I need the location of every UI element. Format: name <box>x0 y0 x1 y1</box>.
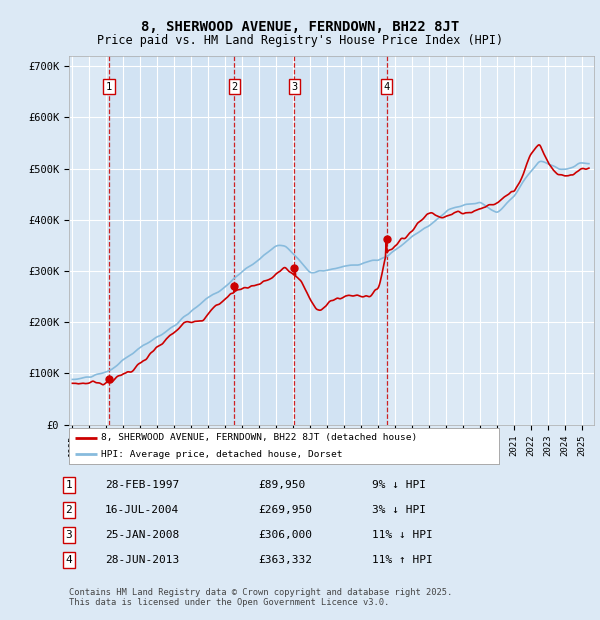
Text: 25-JAN-2008: 25-JAN-2008 <box>105 530 179 540</box>
Text: 3: 3 <box>292 82 298 92</box>
Text: 2: 2 <box>232 82 238 92</box>
Text: 9% ↓ HPI: 9% ↓ HPI <box>372 480 426 490</box>
Text: 16-JUL-2004: 16-JUL-2004 <box>105 505 179 515</box>
Text: 4: 4 <box>383 82 389 92</box>
Bar <box>109 56 386 425</box>
Text: 3% ↓ HPI: 3% ↓ HPI <box>372 505 426 515</box>
Text: £269,950: £269,950 <box>258 505 312 515</box>
Text: Price paid vs. HM Land Registry's House Price Index (HPI): Price paid vs. HM Land Registry's House … <box>97 35 503 47</box>
Text: 11% ↓ HPI: 11% ↓ HPI <box>372 530 433 540</box>
Text: 1: 1 <box>106 82 112 92</box>
Text: 1: 1 <box>65 480 73 490</box>
Text: £363,332: £363,332 <box>258 555 312 565</box>
Text: 3: 3 <box>65 530 73 540</box>
Text: 4: 4 <box>65 555 73 565</box>
Text: 11% ↑ HPI: 11% ↑ HPI <box>372 555 433 565</box>
Text: 28-JUN-2013: 28-JUN-2013 <box>105 555 179 565</box>
Text: Contains HM Land Registry data © Crown copyright and database right 2025.
This d: Contains HM Land Registry data © Crown c… <box>69 588 452 607</box>
Text: HPI: Average price, detached house, Dorset: HPI: Average price, detached house, Dors… <box>101 450 343 459</box>
Text: 8, SHERWOOD AVENUE, FERNDOWN, BH22 8JT (detached house): 8, SHERWOOD AVENUE, FERNDOWN, BH22 8JT (… <box>101 433 418 442</box>
Text: 2: 2 <box>65 505 73 515</box>
Text: 8, SHERWOOD AVENUE, FERNDOWN, BH22 8JT: 8, SHERWOOD AVENUE, FERNDOWN, BH22 8JT <box>141 20 459 34</box>
Text: £89,950: £89,950 <box>258 480 305 490</box>
Text: £306,000: £306,000 <box>258 530 312 540</box>
Text: 28-FEB-1997: 28-FEB-1997 <box>105 480 179 490</box>
